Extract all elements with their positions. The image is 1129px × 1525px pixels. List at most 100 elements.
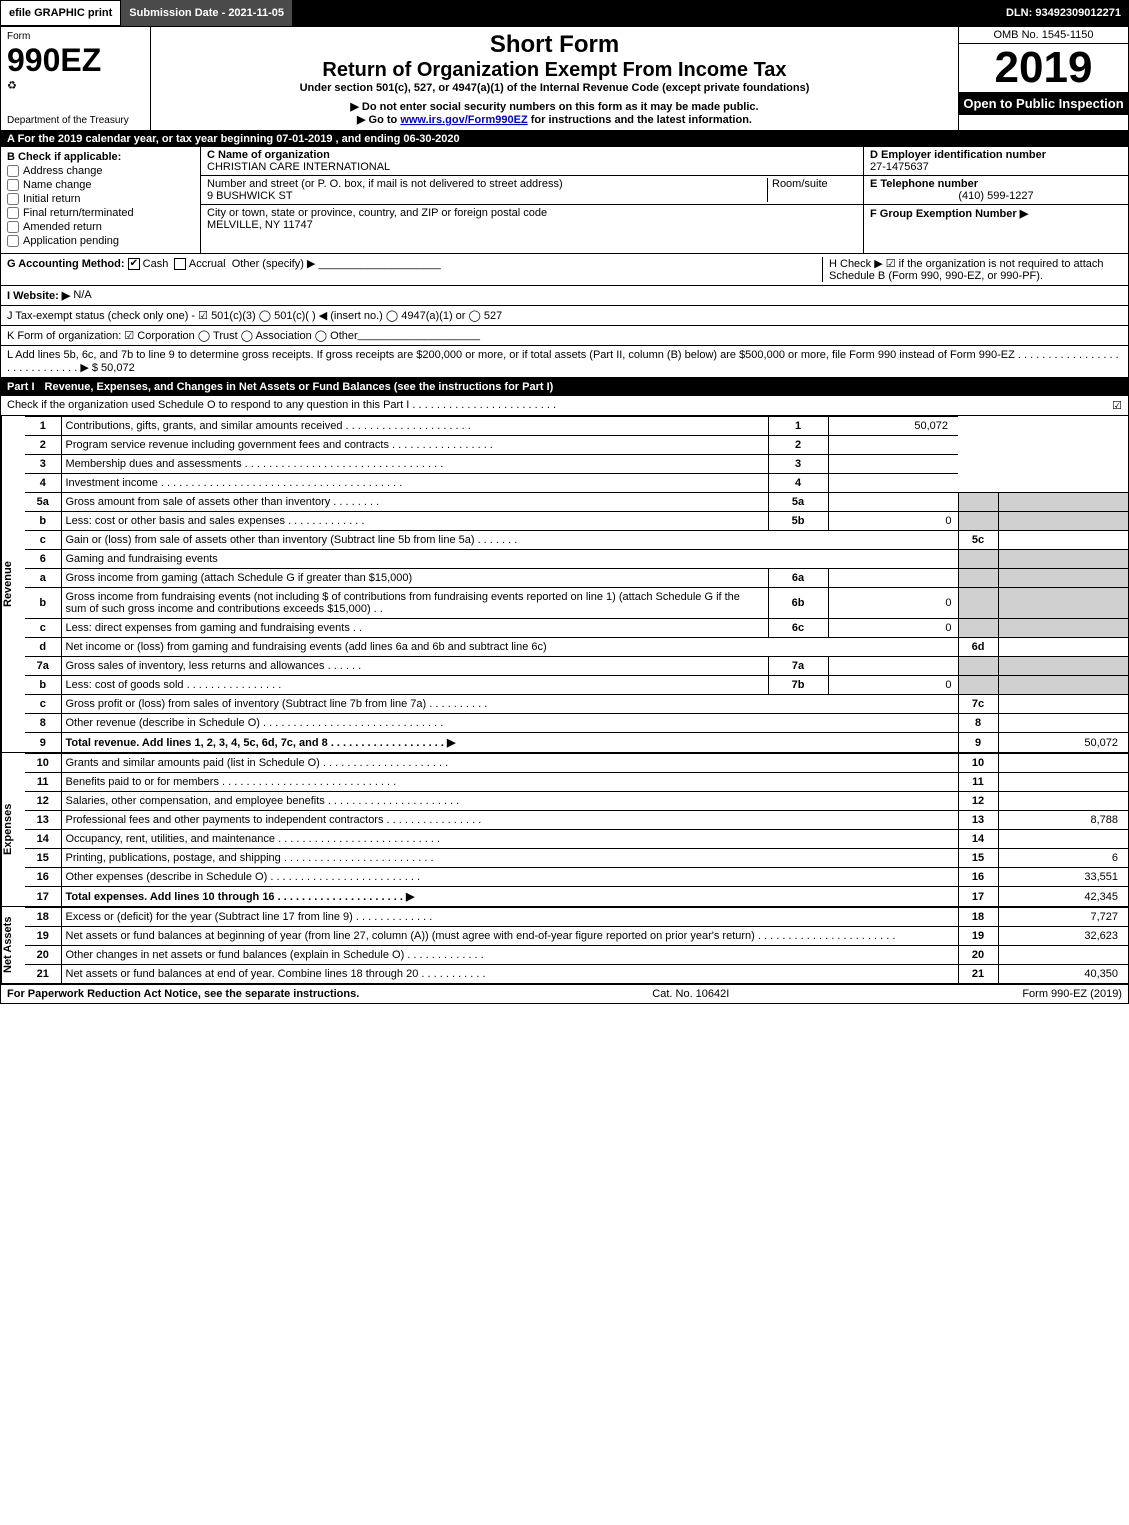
line-desc: Gross sales of inventory, less returns a… [66, 660, 362, 672]
header-right: OMB No. 1545-1150 2019 Open to Public In… [958, 27, 1128, 130]
line-number: b [25, 588, 61, 619]
sub-value: 0 [828, 676, 958, 695]
chk-name-change[interactable]: Name change [7, 179, 194, 191]
irs-link[interactable]: www.irs.gov/Form990EZ [400, 114, 527, 126]
line-desc: Less: cost of goods sold . . . . . . . .… [66, 679, 282, 691]
sub-box: 6c [768, 619, 828, 638]
line-desc: Less: direct expenses from gaming and fu… [66, 622, 363, 634]
line-box: 19 [958, 927, 998, 946]
chk-address-change[interactable]: Address change [7, 165, 194, 177]
table-row: 17Total expenses. Add lines 10 through 1… [25, 887, 1128, 907]
line-amount: 6 [998, 849, 1128, 868]
table-row: bLess: cost or other basis and sales exp… [25, 512, 1128, 531]
line-amount: 50,072 [998, 733, 1128, 753]
warning-ssn: ▶ Do not enter social security numbers o… [155, 100, 954, 113]
line-amount [998, 946, 1128, 965]
table-row: 13Professional fees and other payments t… [25, 811, 1128, 830]
table-row: 6Gaming and fundraising events [25, 550, 1128, 569]
efile-print-label[interactable]: efile GRAPHIC print [0, 0, 121, 26]
footer-mid: Cat. No. 10642I [652, 988, 729, 1000]
header-left: Form 990EZ ♻ Department of the Treasury [1, 27, 151, 130]
table-row: 2Program service revenue including gover… [25, 436, 1128, 455]
table-row: 8Other revenue (describe in Schedule O) … [25, 714, 1128, 733]
line-desc: Gross income from gaming (attach Schedul… [66, 572, 413, 584]
table-row: 9Total revenue. Add lines 1, 2, 3, 4, 5c… [25, 733, 1128, 753]
sub-value: 0 [828, 619, 958, 638]
line-amount-shade [998, 619, 1128, 638]
chk-application-pending-label: Application pending [23, 235, 119, 247]
line-box: 17 [958, 887, 998, 907]
chk-application-pending[interactable]: Application pending [7, 235, 194, 247]
goto-suffix: for instructions and the latest informat… [528, 114, 752, 126]
line-box-shade [958, 512, 998, 531]
room-suite-label: Room/suite [767, 178, 857, 202]
dln-label: DLN: 93492309012271 [998, 0, 1129, 26]
table-row: 19Net assets or fund balances at beginni… [25, 927, 1128, 946]
line-amount: 42,345 [998, 887, 1128, 907]
line-desc: Other revenue (describe in Schedule O) .… [61, 714, 958, 733]
chk-amended-return[interactable]: Amended return [7, 221, 194, 233]
expenses-vlabel: Expenses [1, 753, 25, 906]
chk-initial-return[interactable]: Initial return [7, 193, 194, 205]
line-box: 12 [958, 792, 998, 811]
line-desc: Gross profit or (loss) from sales of inv… [61, 695, 958, 714]
table-row: 5aGross amount from sale of assets other… [25, 493, 1128, 512]
warning-goto: ▶ Go to www.irs.gov/Form990EZ for instru… [155, 113, 954, 126]
omb-number: OMB No. 1545-1150 [959, 27, 1128, 44]
line-amount [998, 773, 1128, 792]
revenue-table: 1Contributions, gifts, grants, and simil… [25, 416, 1128, 752]
table-row: aGross income from gaming (attach Schedu… [25, 569, 1128, 588]
table-row: 15Printing, publications, postage, and s… [25, 849, 1128, 868]
subtitle: Under section 501(c), 527, or 4947(a)(1)… [155, 82, 954, 94]
chk-final-return[interactable]: Final return/terminated [7, 207, 194, 219]
g-cash-check[interactable] [128, 258, 140, 270]
line-desc: Total expenses. Add lines 10 through 16 … [61, 887, 958, 907]
line-desc: Grants and similar amounts paid (list in… [61, 754, 958, 773]
line-box: 6d [958, 638, 998, 657]
g-accrual-check[interactable] [174, 258, 186, 270]
line-desc: Printing, publications, postage, and shi… [61, 849, 958, 868]
line-a: A For the 2019 calendar year, or tax yea… [1, 131, 1128, 147]
recycle-icon: ♻ [7, 79, 144, 92]
chk-initial-return-label: Initial return [23, 193, 80, 205]
part1-checked-icon: ☑ [1112, 399, 1122, 412]
i-value: N/A [73, 289, 91, 302]
b-label: B Check if applicable: [7, 151, 194, 163]
col-c: C Name of organization CHRISTIAN CARE IN… [201, 147, 863, 253]
footer-left: For Paperwork Reduction Act Notice, see … [7, 988, 359, 1000]
form-word: Form [7, 31, 144, 42]
sub-value: 0 [828, 588, 958, 619]
e-phone-value: (410) 599-1227 [870, 190, 1122, 202]
line-amount [998, 754, 1128, 773]
line-desc: Gain or (loss) from sale of assets other… [61, 531, 958, 550]
g-accrual-label: Accrual [189, 258, 226, 270]
line-box: 14 [958, 830, 998, 849]
top-bar: efile GRAPHIC print Submission Date - 20… [0, 0, 1129, 26]
line-number: c [25, 695, 61, 714]
section-b-to-f: B Check if applicable: Address change Na… [1, 147, 1128, 254]
line-amount: 32,623 [998, 927, 1128, 946]
i-label: I Website: ▶ [7, 289, 70, 302]
line-box: 2 [768, 436, 828, 455]
main-title: Return of Organization Exempt From Incom… [155, 59, 954, 82]
line-box: 1 [768, 417, 828, 436]
goto-prefix: ▶ Go to [357, 114, 400, 126]
table-row: dNet income or (loss) from gaming and fu… [25, 638, 1128, 657]
row-j: J Tax-exempt status (check only one) - ☑… [1, 306, 1128, 326]
netassets-table: 18Excess or (deficit) for the year (Subt… [25, 907, 1128, 983]
line-desc: Salaries, other compensation, and employ… [61, 792, 958, 811]
table-row: 11Benefits paid to or for members . . . … [25, 773, 1128, 792]
line-desc: Net income or (loss) from gaming and fun… [61, 638, 958, 657]
sub-box: 6b [768, 588, 828, 619]
part1-title: Revenue, Expenses, and Changes in Net As… [45, 381, 554, 393]
line-box-shade [958, 493, 998, 512]
line-desc: Membership dues and assessments . . . . … [61, 455, 768, 474]
g-cash-label: Cash [143, 258, 169, 270]
line-amount: 33,551 [998, 868, 1128, 887]
row-l: L Add lines 5b, 6c, and 7b to line 9 to … [1, 346, 1128, 378]
line-box: 5c [958, 531, 998, 550]
line-box: 13 [958, 811, 998, 830]
line-amount [998, 830, 1128, 849]
line-number: b [25, 676, 61, 695]
expenses-table: 10Grants and similar amounts paid (list … [25, 753, 1128, 906]
